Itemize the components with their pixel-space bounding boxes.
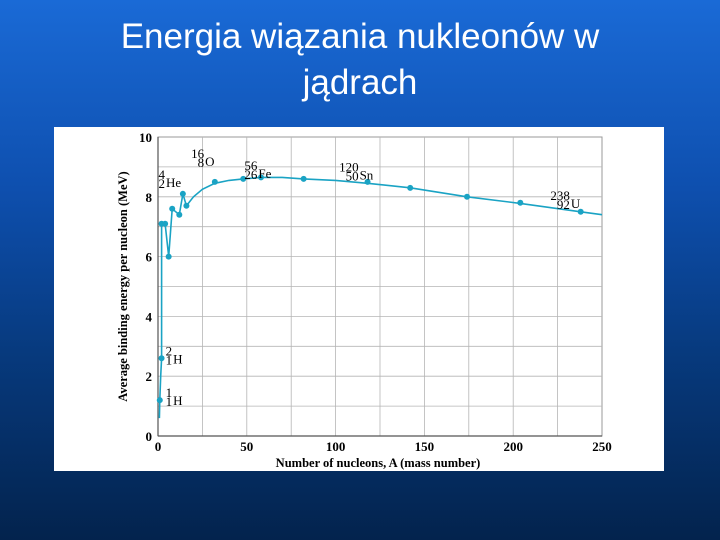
y-tick-label: 8 xyxy=(146,190,153,205)
nuclide-atomic-number: 1 xyxy=(166,394,173,409)
x-tick-label: 50 xyxy=(240,439,253,454)
chart-panel: 0 50 100 150 200 250 0 2 4 6 8 10 Number of nucleons… xyxy=(54,127,664,471)
data-point xyxy=(162,220,169,227)
nuclide-atomic-number: 2 xyxy=(159,176,166,191)
data-point xyxy=(577,208,584,215)
nuclide-symbol: Fe xyxy=(258,166,271,181)
x-tick-label: 250 xyxy=(592,439,612,454)
nuclide-atomic-number: 50 xyxy=(346,168,359,183)
x-tick-label: 100 xyxy=(326,439,346,454)
data-point xyxy=(211,178,218,185)
nuclide-atomic-number: 92 xyxy=(557,197,570,212)
y-tick-label: 6 xyxy=(146,250,153,265)
nuclide-symbol: H xyxy=(173,393,182,408)
slide-title-line-2: jądrach xyxy=(302,63,418,102)
nuclide-mass-number: 2 xyxy=(166,343,173,358)
data-point xyxy=(240,175,247,182)
x-tick-label: 0 xyxy=(155,439,162,454)
y-tick-label: 10 xyxy=(139,130,152,145)
data-point xyxy=(407,184,414,191)
nuclide-atomic-number: 1 xyxy=(166,352,173,367)
y-tick-label: 0 xyxy=(146,429,153,444)
data-point xyxy=(183,202,190,209)
data-point xyxy=(176,211,183,218)
slide-title-line-1: Energia wiązania nukleonów w xyxy=(120,17,600,56)
data-point xyxy=(158,355,165,362)
data-point xyxy=(464,193,471,200)
nuclide-symbol: H xyxy=(173,351,182,366)
data-point xyxy=(300,175,307,182)
data-point xyxy=(156,397,163,404)
y-tick-label: 4 xyxy=(146,309,153,324)
nuclide-mass-number: 238 xyxy=(550,188,570,203)
nuclide-mass-number: 4 xyxy=(159,167,166,182)
slide-title: Energia wiązania nukleonów w jądrach xyxy=(40,14,680,106)
data-point xyxy=(517,199,524,206)
data-point xyxy=(179,190,186,197)
data-point xyxy=(364,178,371,185)
nuclide-symbol: O xyxy=(205,154,214,169)
y-tick-label: 2 xyxy=(146,369,153,384)
data-point xyxy=(258,174,265,181)
nuclide-atomic-number: 26 xyxy=(244,167,257,182)
nuclide-mass-number: 120 xyxy=(339,159,359,174)
nuclide-symbol: Sn xyxy=(360,167,374,182)
y-axis-label: Average binding energy per nucleon (MeV) xyxy=(116,171,130,401)
nuclide-mass-number: 56 xyxy=(244,158,257,173)
x-axis-label: Number of nucleons, A (mass number) xyxy=(276,456,481,470)
nuclide-mass-number: 1 xyxy=(166,385,173,400)
data-point xyxy=(169,205,176,212)
x-tick-label: 150 xyxy=(415,439,435,454)
nuclide-mass-number: 16 xyxy=(191,146,205,161)
nuclide-atomic-number: 8 xyxy=(198,155,205,170)
x-tick-label: 200 xyxy=(503,439,523,454)
data-point xyxy=(165,253,172,260)
nuclide-symbol: U xyxy=(571,196,581,211)
nuclide-symbol: He xyxy=(166,175,181,190)
